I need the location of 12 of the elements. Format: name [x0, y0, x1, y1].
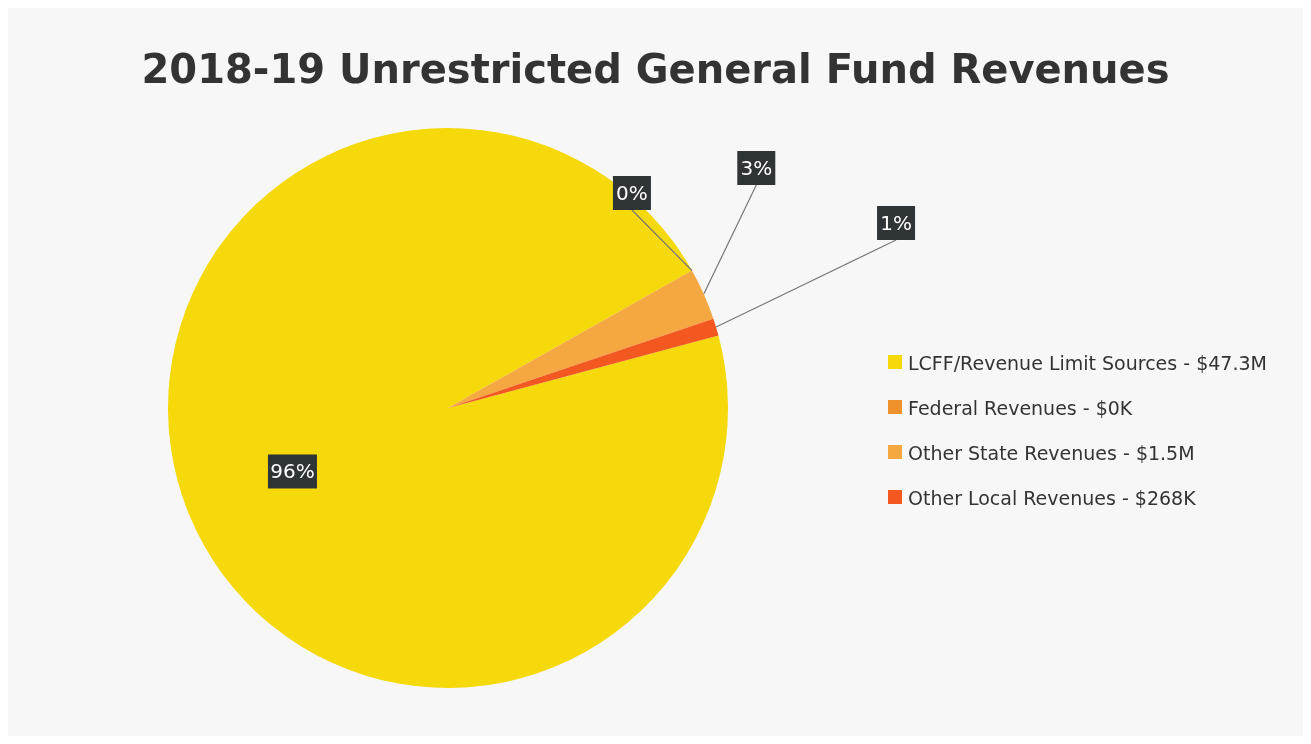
legend-label: Other Local Revenues - $268K [908, 486, 1197, 509]
legend-label: LCFF/Revenue Limit Sources - $47.3M [908, 351, 1267, 374]
pie-slice [168, 128, 728, 688]
data-label: 96% [270, 459, 315, 484]
data-label: 1% [880, 211, 912, 235]
text: 0% [616, 181, 648, 205]
pie-slice [448, 318, 719, 408]
legend-label: Federal Revenues - $0K [908, 396, 1133, 419]
data-label: 3% [740, 156, 773, 180]
pie-slice [448, 270, 714, 408]
legend-label: Other State Revenues - $1.5M [908, 441, 1195, 464]
chart-title: 2018-19 Unrestricted General Fund Revenues [141, 46, 1170, 92]
